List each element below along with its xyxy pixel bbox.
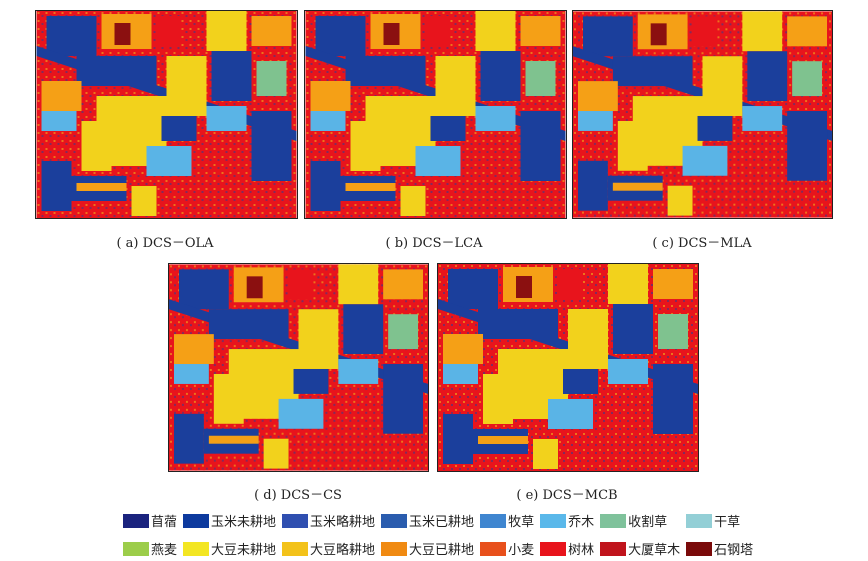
legend-item: 牧草 <box>480 511 534 530</box>
legend-label: 燕麦 <box>151 543 178 558</box>
legend-swatch <box>686 513 713 528</box>
legend-swatch <box>123 541 149 556</box>
legend-label: 乔木 <box>568 515 595 530</box>
legend-item: 大豆略耕地 <box>282 539 375 558</box>
classification-map <box>572 10 833 219</box>
caption: ( e) DCS－MCB <box>516 488 618 503</box>
legend-item: 苜蓿 <box>123 511 177 530</box>
legend-swatch <box>540 513 567 528</box>
legend-item: 玉米未耕地 <box>183 511 276 530</box>
classification-map <box>35 10 298 219</box>
legend-label: 玉米已耕地 <box>409 515 475 530</box>
legend-item: 干草 <box>686 511 753 530</box>
legend-swatch <box>123 513 149 528</box>
legend-swatch <box>686 541 713 556</box>
legend-swatch <box>480 541 507 556</box>
legend-label: 收割草 <box>628 515 668 530</box>
legend-item: 燕麦 <box>123 539 177 558</box>
legend-label: 玉米未耕地 <box>211 515 277 530</box>
legend-item: 大豆未耕地 <box>183 539 276 558</box>
legend-item: 玉米已耕地 <box>381 511 474 530</box>
legend-swatch <box>381 513 408 528</box>
legend-swatch <box>282 541 309 556</box>
legend-label: 大豆已耕地 <box>409 543 475 558</box>
classification-map <box>437 263 699 472</box>
classification-map <box>304 10 567 219</box>
caption: ( b) DCS－LCA <box>385 236 483 251</box>
legend-item: 树林 <box>540 539 594 558</box>
legend-label: 大豆未耕地 <box>211 543 277 558</box>
legend-swatch <box>183 541 210 556</box>
classification-map <box>168 263 429 472</box>
legend-swatch <box>480 513 507 528</box>
legend: 苜蓿 玉米未耕地 玉米略耕地 玉米已耕地 牧草 乔木 收割草 干草燕麦 大豆未耕地 大豆略耕地 大豆… <box>123 511 753 558</box>
legend-item: 收割草 <box>600 511 680 530</box>
legend-label: 苜蓿 <box>151 515 178 530</box>
caption: ( c) DCS－MLA <box>652 236 752 251</box>
legend-label: 树林 <box>568 543 595 558</box>
legend-item: 小麦 <box>480 539 534 558</box>
legend-label: 小麦 <box>508 543 535 558</box>
legend-label: 大豆略耕地 <box>310 543 376 558</box>
legend-item: 乔木 <box>540 511 594 530</box>
legend-item: 大豆已耕地 <box>381 539 474 558</box>
legend-item: 大厦草木 <box>600 539 680 558</box>
legend-item: 玉米略耕地 <box>282 511 375 530</box>
legend-label: 大厦草木 <box>628 543 681 558</box>
legend-swatch <box>183 513 210 528</box>
legend-item: 石钢塔 <box>686 539 753 558</box>
legend-label: 玉米略耕地 <box>310 515 376 530</box>
legend-label: 干草 <box>714 515 741 530</box>
legend-swatch <box>540 541 567 556</box>
legend-label: 牧草 <box>508 515 535 530</box>
legend-swatch <box>381 541 408 556</box>
legend-swatch <box>600 541 627 556</box>
caption: ( d) DCS－CS <box>254 488 342 503</box>
legend-swatch <box>282 513 309 528</box>
caption: ( a) DCS－OLA <box>116 236 214 251</box>
legend-label: 石钢塔 <box>714 543 754 558</box>
legend-swatch <box>600 513 627 528</box>
